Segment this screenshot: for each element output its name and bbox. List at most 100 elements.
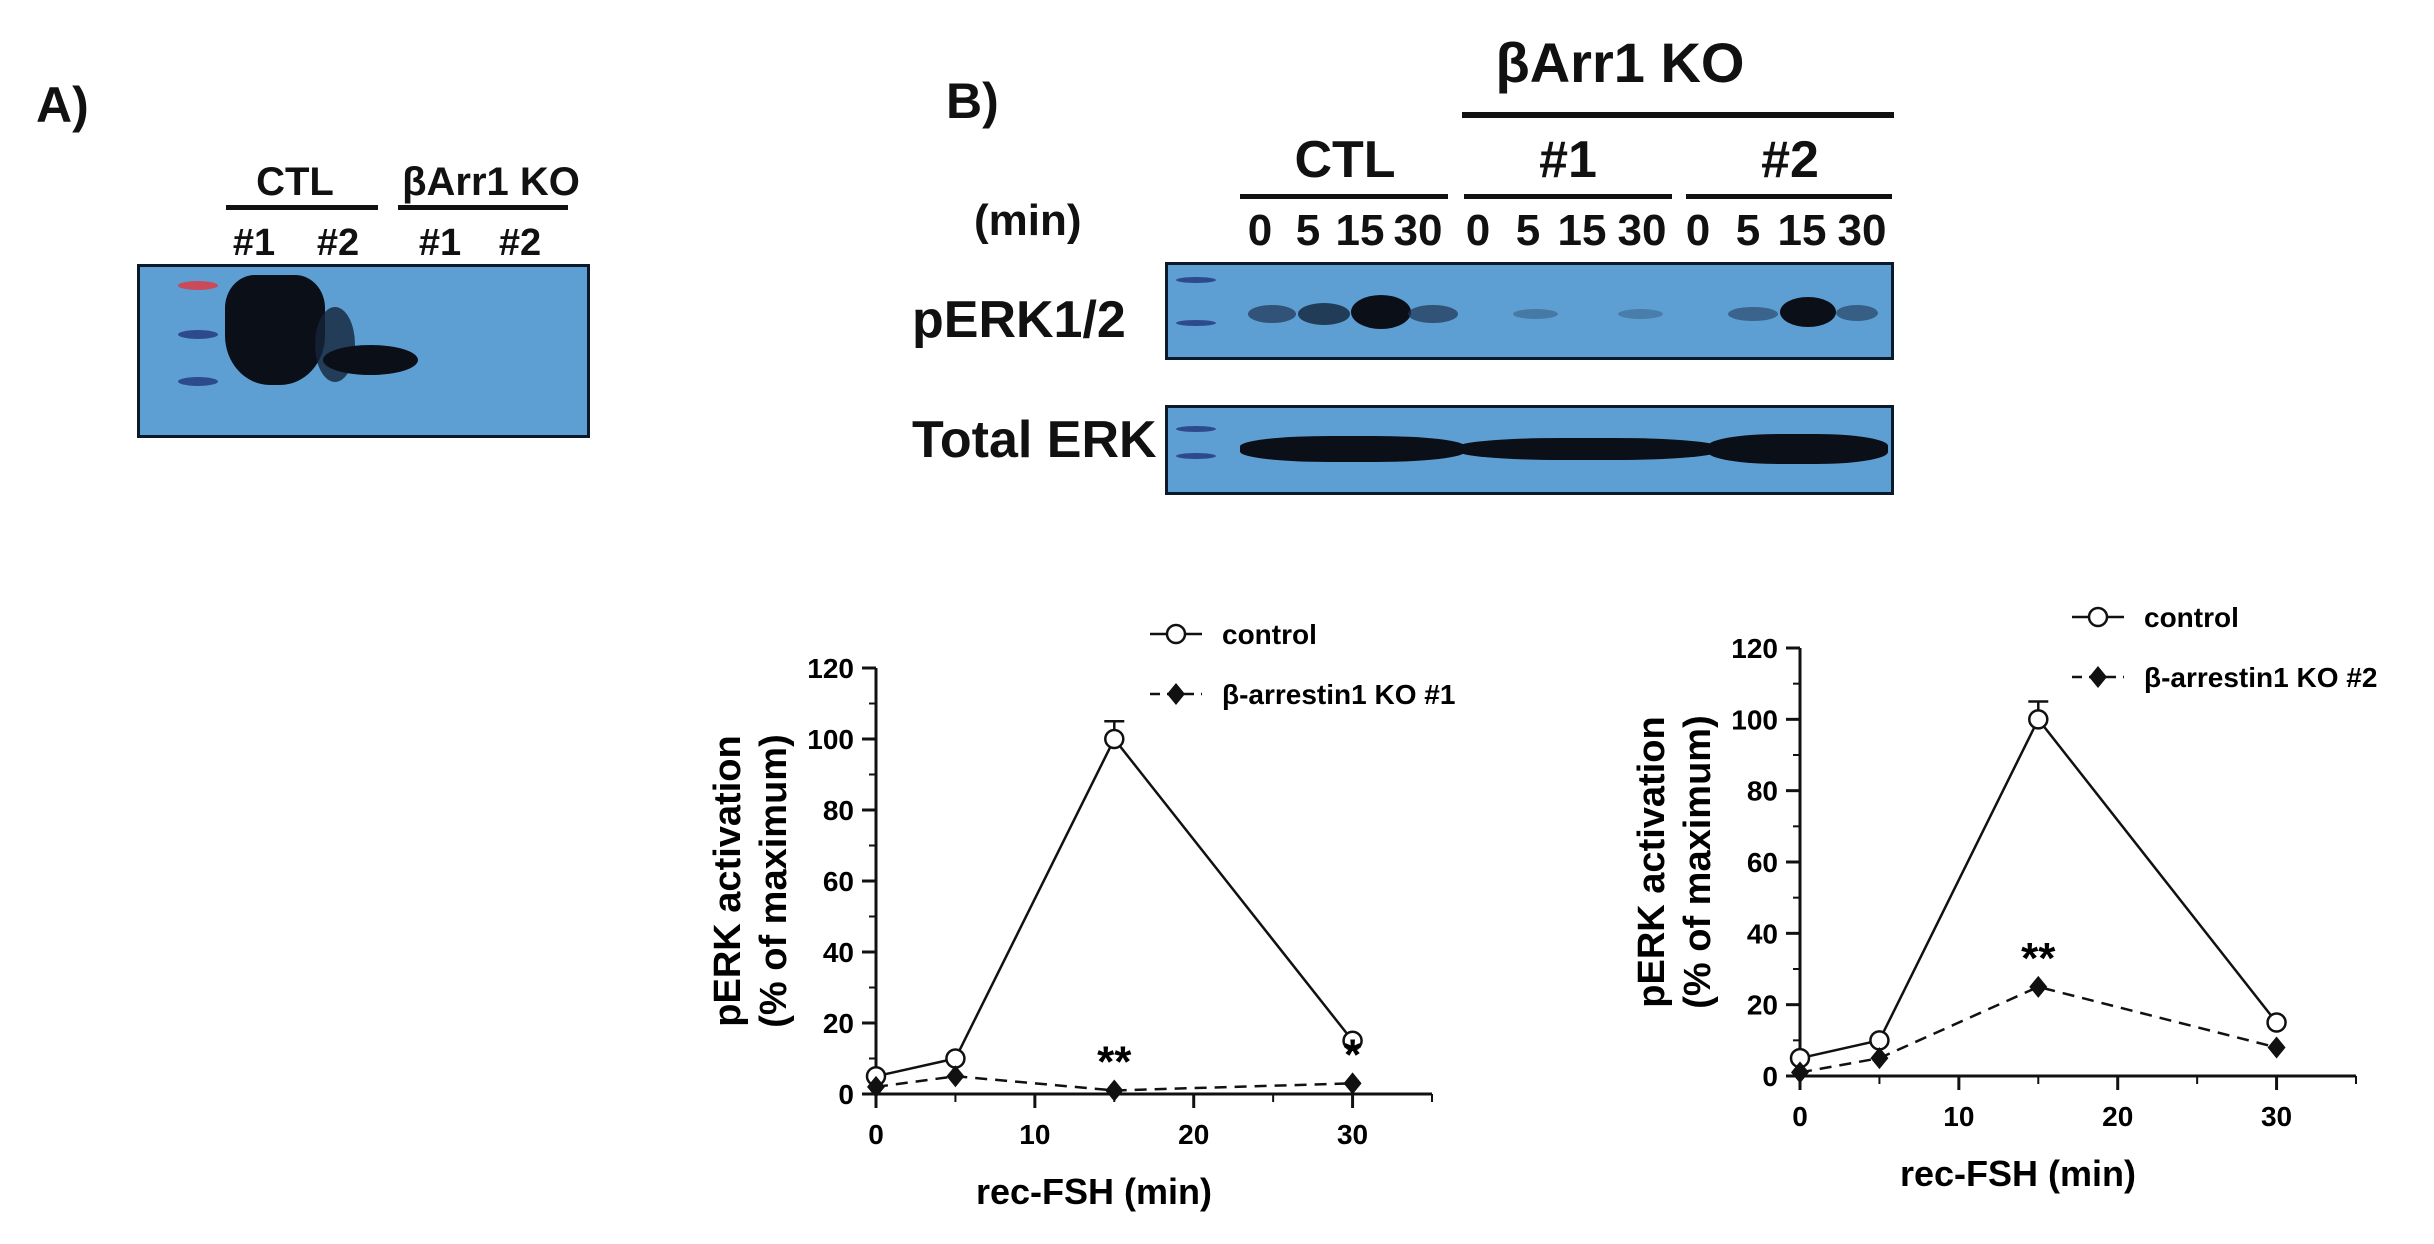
y-axis-label: (% of maximum) bbox=[1677, 715, 1719, 1008]
legend-marker bbox=[2087, 606, 2109, 628]
blot-band bbox=[1513, 309, 1558, 319]
data-point bbox=[1869, 1030, 1890, 1051]
ladder-band bbox=[178, 330, 218, 339]
panel-b-group-ctl-label: CTL bbox=[1294, 131, 1396, 189]
legend-label: control bbox=[2144, 602, 2239, 633]
time-point: 5 bbox=[1735, 206, 1761, 255]
panel-a-group-ko-bar bbox=[398, 205, 568, 210]
y-tick-label: 80 bbox=[823, 795, 854, 826]
y-tick-label: 60 bbox=[1747, 847, 1778, 878]
y-tick-label: 40 bbox=[823, 937, 854, 968]
time-point: 15 bbox=[1777, 206, 1827, 255]
significance-annotation: ** bbox=[1097, 1037, 1132, 1086]
y-tick-label: 0 bbox=[838, 1079, 854, 1110]
series-line bbox=[875, 1074, 1353, 1092]
ladder-band bbox=[178, 281, 218, 290]
blot-band bbox=[1728, 307, 1778, 321]
blot-band bbox=[1618, 309, 1663, 319]
x-tick-label: 20 bbox=[1178, 1119, 1209, 1150]
ladder-band bbox=[1176, 277, 1216, 283]
row-label-total-erk: Total ERK bbox=[912, 411, 1157, 469]
data-point bbox=[1870, 1047, 1889, 1070]
data-point bbox=[945, 1048, 966, 1069]
x-tick-label: 30 bbox=[2261, 1101, 2292, 1132]
x-tick-label: 0 bbox=[1792, 1101, 1808, 1132]
time-point: 15 bbox=[1335, 206, 1385, 255]
blot-band bbox=[1458, 438, 1718, 460]
series-line bbox=[1799, 985, 2277, 1074]
x-tick-label: 10 bbox=[1943, 1101, 1974, 1132]
series-line bbox=[1799, 717, 2278, 1060]
blot-band bbox=[323, 345, 418, 375]
x-tick-label: 10 bbox=[1019, 1119, 1050, 1150]
chart-1-group: 0 20 40 60 80 100 120 0 10 20 30 rec-FSH (min) pERK … bbox=[707, 619, 1455, 1212]
y-axis-label: pERK activation bbox=[1631, 716, 1673, 1007]
data-point bbox=[2029, 975, 2048, 998]
panel-a-lane-label: #2 bbox=[498, 222, 542, 264]
y-tick-label: 40 bbox=[1747, 918, 1778, 949]
data-point bbox=[1343, 1072, 1362, 1095]
y-tick-label: 100 bbox=[1731, 704, 1778, 735]
data-point bbox=[946, 1065, 965, 1088]
time-point: 5 bbox=[1295, 206, 1321, 255]
data-point bbox=[1105, 1079, 1124, 1102]
data-point bbox=[2266, 1012, 2287, 1033]
y-tick-label: 0 bbox=[1762, 1061, 1778, 1092]
total-erk-western-blot bbox=[1165, 405, 1894, 495]
panel-b-group-2-label: #2 bbox=[1761, 131, 1819, 189]
x-axis-label: rec-FSH (min) bbox=[976, 1171, 1212, 1212]
ladder-band bbox=[1176, 426, 1216, 432]
time-point: 15 bbox=[1557, 206, 1607, 255]
data-point bbox=[2028, 709, 2049, 730]
blot-band bbox=[1408, 305, 1458, 323]
legend-marker bbox=[1167, 683, 1185, 705]
legend-label: β-arrestin1 KO #1 bbox=[1222, 679, 1455, 710]
y-tick-label: 80 bbox=[1747, 776, 1778, 807]
panel-b-top-group-bar bbox=[1462, 112, 1894, 118]
ladder-band bbox=[1176, 453, 1216, 459]
time-point: 30 bbox=[1837, 206, 1887, 255]
y-tick-label: 20 bbox=[823, 1008, 854, 1039]
panel-a-lane-label: #1 bbox=[232, 222, 276, 264]
perk-western-blot bbox=[1165, 262, 1894, 360]
data-point bbox=[1342, 1030, 1363, 1051]
data-point bbox=[2267, 1036, 2286, 1059]
data-point bbox=[867, 1075, 885, 1098]
time-point: 0 bbox=[1685, 206, 1711, 255]
panel-a-lane-label: #1 bbox=[418, 222, 462, 264]
ladder-band bbox=[178, 377, 218, 386]
time-point: 30 bbox=[1617, 206, 1667, 255]
blot-band bbox=[1780, 297, 1836, 327]
blot-band bbox=[1298, 303, 1350, 325]
legend-marker bbox=[1165, 623, 1187, 645]
y-tick-label: 120 bbox=[807, 653, 854, 684]
blot-band bbox=[1351, 295, 1411, 329]
y-tick-label: 120 bbox=[1731, 633, 1778, 664]
y-tick-label: 20 bbox=[1747, 990, 1778, 1021]
panel-a-western-blot bbox=[137, 264, 590, 438]
y-axis-label: (% of maximum) bbox=[753, 734, 795, 1027]
significance-annotation: ** bbox=[2021, 934, 2056, 983]
significance-annotation: * bbox=[1344, 1030, 1362, 1079]
blot-band bbox=[1836, 305, 1878, 321]
panel-b-group-ctl-bar bbox=[1240, 194, 1448, 199]
data-point bbox=[1791, 1061, 1809, 1084]
blot-band bbox=[1240, 436, 1465, 462]
y-axis-label: pERK activation bbox=[707, 735, 749, 1026]
panel-a-label: A) bbox=[36, 77, 89, 133]
ladder-band bbox=[1176, 320, 1216, 326]
panel-b-group-2-bar bbox=[1686, 194, 1892, 199]
x-tick-label: 30 bbox=[1337, 1119, 1368, 1150]
chart-2-group: 0 20 40 60 80 100 120 0 10 20 30 rec-FSH (min) pERK … bbox=[1631, 602, 2377, 1194]
x-tick-label: 20 bbox=[2102, 1101, 2133, 1132]
panel-a-group-ctl-label: CTL bbox=[256, 160, 334, 204]
panel-a-lane-label: #2 bbox=[316, 222, 360, 264]
legend-label: β-arrestin1 KO #2 bbox=[2144, 662, 2377, 693]
y-tick-label: 100 bbox=[807, 724, 854, 755]
panel-a-group-ctl-bar bbox=[226, 205, 378, 210]
row-label-perk: pERK1/2 bbox=[912, 291, 1126, 349]
time-label: (min) bbox=[974, 196, 1082, 245]
blot-band bbox=[1248, 305, 1296, 323]
panel-b-label: B) bbox=[946, 73, 999, 129]
